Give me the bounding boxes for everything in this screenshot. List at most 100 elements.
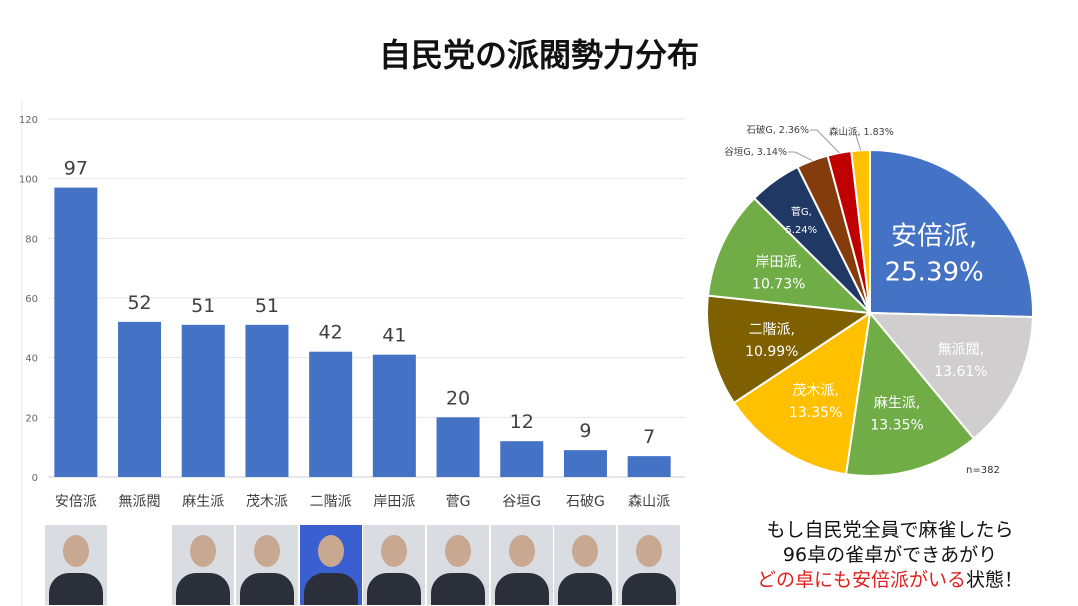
caption-line-3: どの卓にも安倍派がいる状態！ bbox=[700, 568, 1078, 593]
pie-outer-label: 谷垣G, 3.14% bbox=[724, 147, 787, 158]
portrait-body bbox=[48, 573, 103, 605]
bar bbox=[627, 456, 671, 477]
pie-slice bbox=[844, 310, 976, 477]
pie-value-label: 25.39% bbox=[885, 257, 984, 287]
leader-line bbox=[810, 129, 840, 154]
bar bbox=[245, 324, 289, 477]
y-tick-label: 80 bbox=[25, 234, 38, 245]
x-tick-label: 茂木派 bbox=[246, 493, 288, 510]
x-tick-label: 岸田派 bbox=[373, 494, 415, 510]
pie-slice bbox=[732, 310, 872, 476]
y-tick-label: 20 bbox=[25, 413, 38, 424]
data-label: 12 bbox=[510, 411, 534, 433]
x-tick-label: 森山派 bbox=[628, 494, 670, 510]
portrait-head bbox=[190, 535, 217, 567]
portrait-head bbox=[62, 535, 89, 567]
pie-outer-label: 森山派, 1.83% bbox=[829, 126, 894, 138]
bar bbox=[563, 450, 607, 477]
portrait-photo bbox=[172, 525, 235, 605]
data-label: 7 bbox=[643, 426, 655, 448]
pie-value-label: 13.35% bbox=[870, 417, 923, 433]
x-tick-label: 石破G bbox=[566, 494, 605, 510]
x-tick-label: 菅G bbox=[446, 494, 471, 510]
data-label: 9 bbox=[579, 420, 591, 442]
pie-label: 安倍派, bbox=[891, 221, 977, 251]
pie-label: 菅G, bbox=[791, 206, 812, 218]
pie-label: 茂木派, bbox=[792, 382, 838, 399]
portrait-head bbox=[317, 535, 344, 567]
bar bbox=[118, 321, 162, 477]
pie-outer-label: 石破G, 2.36% bbox=[746, 124, 809, 136]
portrait-body bbox=[303, 573, 358, 605]
portrait-body bbox=[367, 573, 422, 605]
pie-value-label: 13.61% bbox=[934, 364, 987, 380]
x-tick-label: 安倍派 bbox=[55, 494, 97, 510]
portrait-photo bbox=[618, 525, 681, 605]
data-label: 52 bbox=[127, 292, 151, 314]
data-label: 51 bbox=[255, 295, 279, 317]
y-tick-label: 120 bbox=[19, 115, 38, 126]
portrait-body bbox=[494, 573, 549, 605]
y-tick-label: 0 bbox=[32, 473, 38, 484]
bar bbox=[181, 324, 225, 477]
pie-slice bbox=[850, 148, 871, 314]
bar bbox=[436, 417, 480, 477]
bar bbox=[309, 351, 353, 477]
bar bbox=[372, 354, 416, 477]
y-tick-label: 60 bbox=[25, 294, 38, 305]
portrait-photo bbox=[554, 525, 617, 605]
x-tick-label: 二階派 bbox=[310, 494, 352, 510]
portrait-photo bbox=[427, 525, 490, 605]
portrait-photo bbox=[299, 525, 362, 605]
pie-slice bbox=[706, 294, 873, 405]
x-tick-label: 谷垣G bbox=[502, 494, 541, 510]
page-title: 自民党の派閥勢力分布 bbox=[378, 36, 699, 74]
portrait-head bbox=[381, 535, 408, 567]
data-label: 42 bbox=[319, 322, 343, 344]
pie-value-label: 10.99% bbox=[745, 344, 798, 360]
caption-line-2: 96卓の雀卓ができあがり bbox=[782, 544, 998, 566]
portrait-head bbox=[508, 535, 535, 567]
y-tick-label: 100 bbox=[19, 175, 38, 186]
pie-value-label: 10.73% bbox=[752, 277, 805, 293]
portrait-head bbox=[572, 535, 599, 567]
pie-slice bbox=[869, 148, 1034, 319]
bar bbox=[500, 441, 544, 477]
portrait-head bbox=[445, 535, 472, 567]
pie-label: 二階派, bbox=[749, 322, 795, 338]
portrait-body bbox=[622, 573, 677, 605]
portrait-body bbox=[239, 573, 294, 605]
portrait-photo bbox=[363, 525, 426, 605]
y-tick-label: 40 bbox=[25, 354, 38, 365]
portrait-photo bbox=[490, 525, 553, 605]
x-tick-label: 無派閥 bbox=[119, 494, 161, 510]
pie-value-label: 5.24% bbox=[785, 225, 817, 236]
caption: もし自民党全員で麻雀したら 96卓の雀卓ができあがり どの卓にも安倍派がいる状態… bbox=[700, 518, 1078, 593]
portrait-head bbox=[636, 535, 663, 567]
caption-line-1: もし自民党全員で麻雀したら bbox=[766, 519, 1014, 541]
sample-size-note: n=382 bbox=[966, 465, 1000, 476]
caption-tail: 状態！ bbox=[966, 569, 1024, 591]
portrait-photo bbox=[44, 525, 107, 605]
pie-slice bbox=[867, 311, 1034, 441]
data-label: 51 bbox=[191, 295, 215, 317]
pie-label: 岸田派, bbox=[756, 255, 802, 271]
pie-label: 麻生派, bbox=[874, 395, 920, 411]
pie-value-label: 13.35% bbox=[789, 405, 842, 421]
x-tick-label: 麻生派 bbox=[182, 494, 224, 510]
portrait-body bbox=[431, 573, 486, 605]
portrait-head bbox=[253, 535, 280, 567]
leader-line bbox=[854, 131, 862, 151]
pie-slice bbox=[706, 196, 873, 315]
data-label: 97 bbox=[64, 158, 88, 180]
portrait-body bbox=[558, 573, 613, 605]
portrait-body bbox=[176, 573, 231, 605]
bar bbox=[54, 187, 98, 477]
caption-highlight: どの卓にも安倍派がいる bbox=[756, 569, 966, 591]
leader-line bbox=[788, 151, 813, 162]
portrait-photo bbox=[235, 525, 298, 605]
pie-label: 無派閥, bbox=[938, 342, 984, 358]
data-label: 20 bbox=[446, 387, 470, 409]
data-label: 41 bbox=[382, 325, 406, 347]
